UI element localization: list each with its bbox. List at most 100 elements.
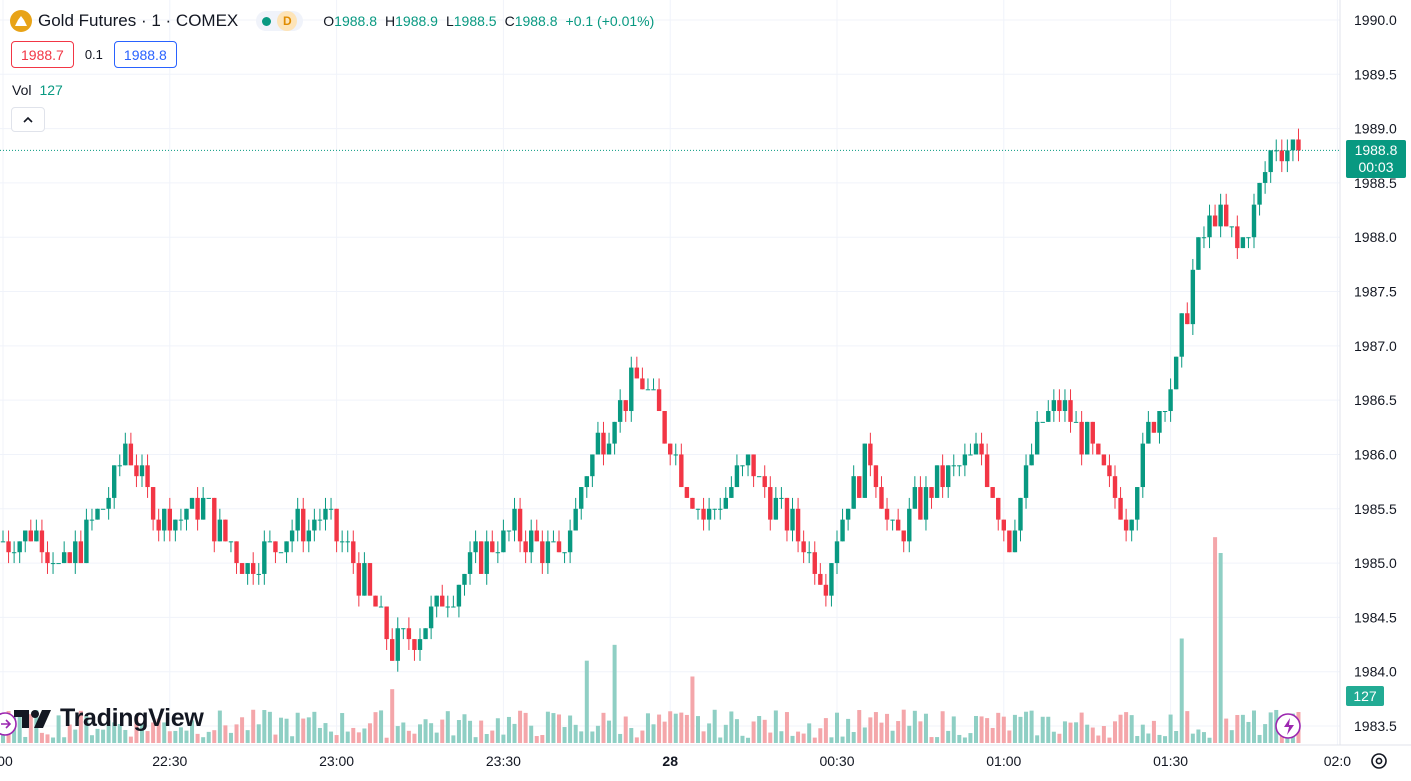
collapse-legend-button[interactable] <box>11 107 45 132</box>
candle-body <box>957 465 962 467</box>
candle-body <box>701 508 706 520</box>
goto-start-icon[interactable] <box>0 712 17 736</box>
volume-bar <box>23 736 28 743</box>
lightning-icon[interactable] <box>1275 713 1301 739</box>
volume-bar <box>1101 726 1106 743</box>
volume-bar <box>940 711 945 743</box>
candle-body <box>401 628 406 630</box>
volume-bar <box>45 734 50 743</box>
volume-bar <box>406 730 411 743</box>
close-label: C <box>504 13 515 29</box>
volume-bar <box>584 660 589 743</box>
candle-body <box>617 400 623 422</box>
candle-body <box>751 454 756 477</box>
candle-body <box>951 465 956 467</box>
candle-body <box>61 552 67 564</box>
bid-price[interactable]: 1988.7 <box>11 41 74 68</box>
volume-bar <box>901 709 906 743</box>
volume-bar <box>601 712 606 743</box>
volume-bar <box>618 733 623 743</box>
volume-bar <box>645 713 650 743</box>
candle-body <box>440 595 445 607</box>
candle-body <box>1279 150 1284 162</box>
symbol-title[interactable]: Gold Futures · 1 · COMEX <box>38 11 239 30</box>
candle-body <box>273 541 278 553</box>
candle-body <box>106 497 111 509</box>
volume-bar <box>1157 734 1162 743</box>
candle-body <box>462 573 467 585</box>
volume-bar <box>1018 716 1023 743</box>
volume-bar <box>868 717 873 743</box>
price-tick-label: 1988.5 <box>1354 175 1397 191</box>
candle-body <box>67 552 72 564</box>
candle-body <box>295 508 300 531</box>
spread-value: 0.1 <box>84 47 103 62</box>
candle-body <box>406 628 412 640</box>
volume-bar <box>1263 724 1268 743</box>
volume-bar <box>312 711 317 743</box>
price-axis[interactable]: 1990.0 1989.5 1989.0 1988.5 1988.0 1987.5 1987… <box>1354 12 1397 734</box>
candle-body <box>1123 519 1129 531</box>
candle-body <box>312 519 317 531</box>
volume-bar <box>1218 553 1223 743</box>
tradingview-logo[interactable]: TradingView <box>14 704 204 733</box>
volume-bar <box>468 720 473 743</box>
candle-body <box>206 497 211 499</box>
candle-body <box>857 476 862 498</box>
volume-bar <box>1207 737 1212 743</box>
volume-bar <box>445 711 450 743</box>
candle-body <box>17 541 22 553</box>
volume-label: Vol <box>12 82 32 98</box>
volume-bar <box>518 710 523 743</box>
candle-body <box>262 541 267 574</box>
volume-bar <box>946 730 951 743</box>
volume-bar <box>734 719 739 743</box>
volume-bar <box>1007 730 1012 743</box>
volume-bar <box>434 732 439 743</box>
volume-bar <box>56 715 61 743</box>
volume-bar <box>145 731 150 743</box>
candle-body <box>150 487 156 520</box>
volume-bar <box>1168 714 1173 743</box>
volume-bar <box>112 722 117 743</box>
time-tick-label: 23:00 <box>319 753 354 769</box>
volume-bar <box>1068 722 1073 743</box>
time-axis[interactable]: :00 22:30 23:00 23:30 28 00:30 01:00 01:30 02:0 <box>0 753 1351 769</box>
volume-bar <box>651 724 656 743</box>
candle-body <box>1029 454 1034 466</box>
price-tick-label: 1984.0 <box>1354 664 1397 680</box>
candle-body <box>467 552 473 574</box>
price-tick-label: 1983.5 <box>1354 718 1397 734</box>
volume-bar <box>634 737 639 743</box>
ask-price[interactable]: 1988.8 <box>113 41 177 68</box>
volume-bar <box>684 714 689 743</box>
volume-bar <box>1046 716 1051 743</box>
candle-body <box>78 541 84 564</box>
candle-body <box>934 465 940 498</box>
volume-bar <box>128 736 133 743</box>
gold-coin-icon <box>10 10 32 32</box>
volume-bar <box>273 734 278 743</box>
market-status-pill[interactable]: D <box>256 11 304 31</box>
candle-body <box>1196 237 1201 270</box>
candle-body <box>962 454 968 466</box>
price-tick-label: 1987.5 <box>1354 284 1397 300</box>
candle-body <box>579 487 584 509</box>
chart-settings-button[interactable] <box>1368 750 1390 772</box>
volume-bar <box>974 715 978 743</box>
price-tick-label: 1985.5 <box>1354 501 1397 517</box>
candle-body <box>718 508 723 510</box>
volume-bar <box>1035 735 1040 743</box>
volume-bar <box>985 718 990 743</box>
volume-bar <box>701 731 706 743</box>
volume-bar <box>551 713 556 743</box>
candle-body <box>912 487 918 509</box>
volume-bar <box>796 731 801 743</box>
volume-bar <box>245 730 250 743</box>
price-tick-label: 1987.0 <box>1354 338 1397 354</box>
candle-body <box>651 389 656 391</box>
candle-body <box>1090 421 1095 444</box>
volume-bar <box>668 711 673 743</box>
volume-bar <box>373 712 378 743</box>
